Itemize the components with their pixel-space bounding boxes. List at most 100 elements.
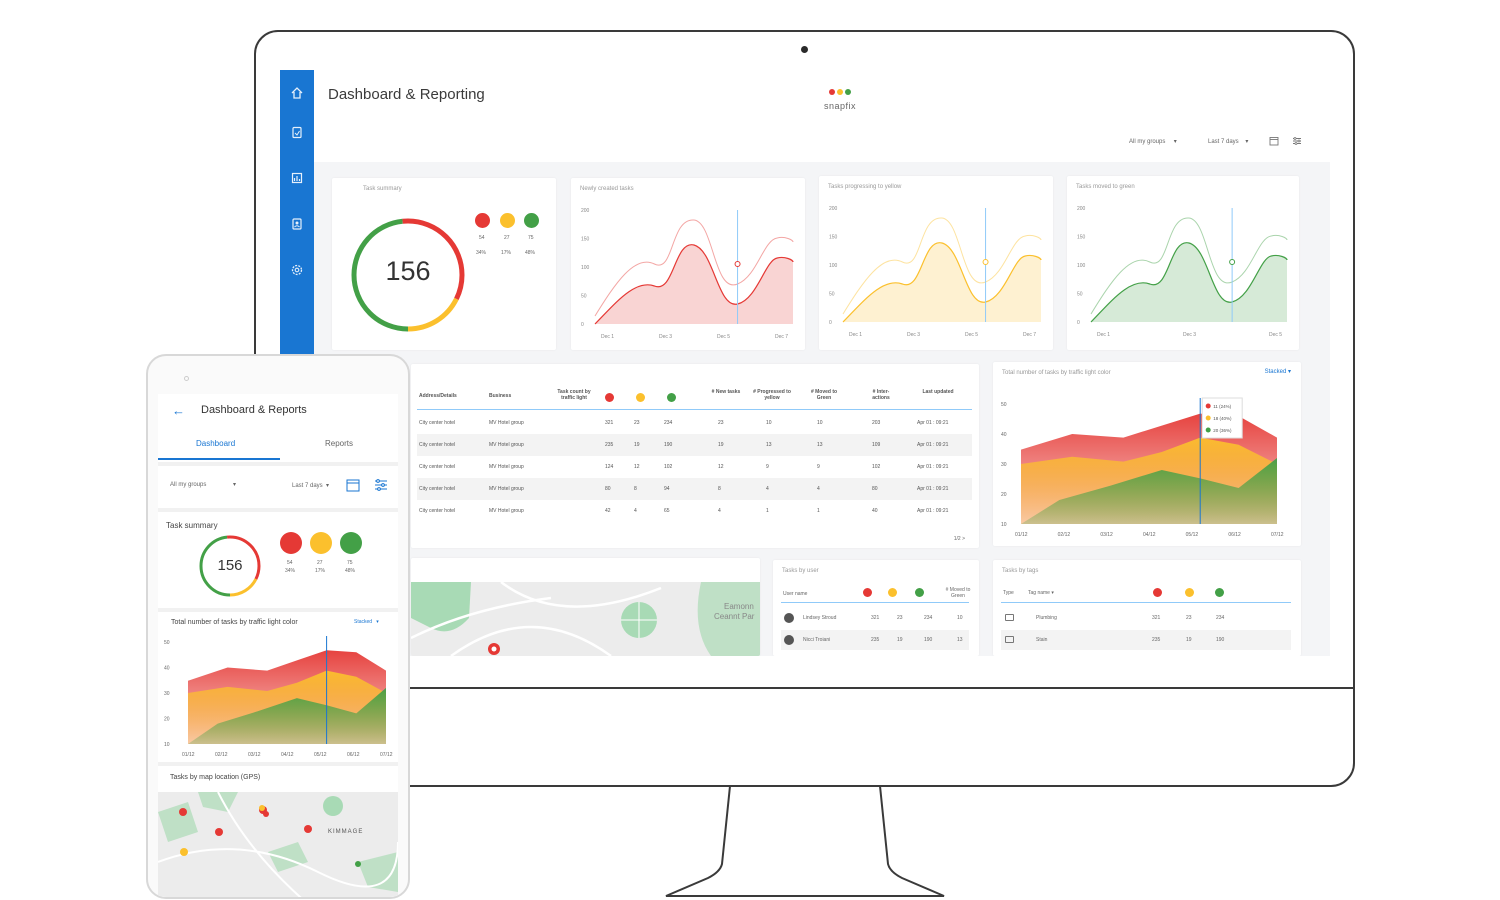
tooltip-dot [1205,403,1211,409]
task-total: 156 [385,256,431,286]
tooltip-label: 11 (24%) [1213,404,1231,409]
back-arrow-icon[interactable]: ← [172,403,185,418]
table-cell: 4 [766,486,769,492]
tab-dashboard[interactable]: Dashboard [196,439,236,448]
series-line-secondary [594,219,794,317]
list-cell: Lindsey Stroud [803,615,837,621]
map-label: Eamonn [724,602,754,611]
x-tick-label: Dec 1 [1097,332,1110,338]
mobile-stacked-select[interactable]: Stacked ▾ [354,619,379,625]
list-item[interactable]: Lindsey Stroud 321 23 234 10 [781,608,969,628]
mobile-period-select[interactable]: Last 7 days ▾ [292,483,330,489]
y-tick-label: 50 [164,640,170,646]
table-cell: 42 [605,508,611,514]
progressing-yellow-chart: 200 150 100 50 0 Dec 1 Dec 3 Dec 5 Dec 7 [829,206,1042,338]
y-tick-label: 150 [581,237,590,243]
list-cell: 190 [1216,637,1225,643]
card-title: Total number of tasks by traffic light c… [171,619,298,626]
tooltip-label: 20 (36%) [1213,428,1232,433]
table-row[interactable]: City center hotel MV Hotel group 42 4 65 4 1 1 4… [417,500,972,522]
x-tick-label: 06/12 [1228,532,1241,538]
filter-settings-icon[interactable] [374,478,388,492]
cursor-point [1229,259,1236,265]
avatar [784,635,794,645]
x-tick-label: 04/12 [1143,532,1156,538]
y-tick-label: 0 [581,322,584,328]
calendar-icon[interactable] [1269,136,1279,148]
table-cell: 235 [605,442,614,448]
mobile-map-view[interactable]: KIMMAGE [158,792,398,899]
cursor-point [982,259,989,265]
newly-created-card: Newly created tasks 200 150 100 50 0 Dec 1 Dec… [571,178,805,350]
tag-icon [1005,636,1014,643]
y-tick-label: 100 [581,265,590,271]
contacts-icon[interactable] [289,217,305,233]
table-pagination[interactable]: 1/2 > [953,536,965,542]
mobile-stacked-chart: 50 40 30 20 10 01/12 02/12 03/12 04/12 05/12 06/12… [164,636,393,758]
home-icon[interactable] [289,86,305,102]
table-row[interactable]: City center hotel MV Hotel group 124 12 102 1… [417,456,972,478]
list-cell: 19 [1186,637,1192,643]
task-donut [351,218,465,332]
table-cell: MV Hotel group [489,508,524,514]
list-cell: 235 [1152,637,1161,643]
map-view[interactable]: Eamonn Ceannt Par [411,558,760,656]
map-label: KIMMAGE [328,829,363,835]
table-cell: City center hotel [419,420,456,426]
y-tick-label: 30 [1001,462,1007,468]
y-tick-label: 50 [829,292,835,298]
x-tick-label: Dec 1 [849,332,862,338]
table-cell: 80 [872,486,878,492]
table-row[interactable]: City center hotel MV Hotel group 235 19 190 1… [417,434,972,456]
newly-created-chart: 200 150 100 50 0 Dec 1 Dec 3 Dec 5 Dec 7 [581,208,794,340]
calendar-icon[interactable] [346,478,360,492]
y-tick-label: 30 [164,691,170,697]
table-cell: Apr 01 : 09:21 [917,486,949,492]
clipboard-icon[interactable] [289,125,305,141]
tab-reports[interactable]: Reports [325,439,354,448]
x-tick-label: 02/12 [1058,532,1071,538]
table-row[interactable]: City center hotel MV Hotel group 321 23 234 2… [417,412,972,434]
group-select[interactable]: All my groups ▾ [1129,139,1177,145]
y-tick-label: 40 [164,666,170,672]
snapfix-logo: snapfix [810,82,870,111]
mobile-map-card: Tasks by map location (GPS) KIMMAGE [158,766,398,899]
y-tick-label: 200 [581,208,590,214]
progressing-yellow-card: Tasks progressing to yellow 200 150 100 50 0… [819,176,1053,350]
area-fill [1091,242,1287,322]
table-cell: City center hotel [419,442,456,448]
series-line-secondary [1090,217,1288,315]
period-select[interactable]: Last 7 days ▾ [1208,139,1249,145]
table-row[interactable]: City center hotel MV Hotel group 80 8 94 8 4 4 8… [417,478,972,500]
list-item[interactable]: Nicci Troiani 235 19 190 13 [781,630,969,650]
list-cell: 19 [897,637,903,643]
area-fill [595,244,793,324]
list-item[interactable]: Plumbing 321 23 234 [1001,608,1291,628]
table-cell: 65 [664,508,670,514]
settings-icon[interactable] [289,263,305,279]
table-cell: MV Hotel group [489,442,524,448]
x-tick-label: 06/12 [347,752,360,758]
stacked-select[interactable]: Stacked ▾ [1264,369,1291,375]
area-fill [843,242,1041,322]
tasks-by-user-card: Tasks by user User name # Moved to Green… [773,560,979,656]
x-tick-label: Dec 3 [907,332,920,338]
list-item[interactable]: Stain 235 19 190 [1001,630,1291,650]
table-cell: 1 [766,508,769,514]
x-tick-label: Dec 7 [1023,332,1036,338]
chart-icon[interactable] [289,171,305,187]
filter-settings-icon[interactable] [1292,136,1302,148]
table-cell: 19 [634,442,640,448]
mobile-task-donut [199,535,261,597]
table-cell: City center hotel [419,508,456,514]
table-cell: 23 [634,420,640,426]
y-tick-label: 0 [829,320,832,326]
table-cell: 9 [817,464,820,470]
x-tick-label: Dec 3 [1183,332,1196,338]
table-cell: City center hotel [419,464,456,470]
mobile-group-select[interactable]: All my groups ▾ [170,482,237,488]
stacked-area-chart: 50 40 30 20 10 01/12 02/12 03/12 04/12 05/12 06/12… [1001,397,1284,538]
y-tick-label: 20 [164,717,170,723]
table-cell: 10 [817,420,823,426]
card-title: Tasks by user [782,568,819,574]
